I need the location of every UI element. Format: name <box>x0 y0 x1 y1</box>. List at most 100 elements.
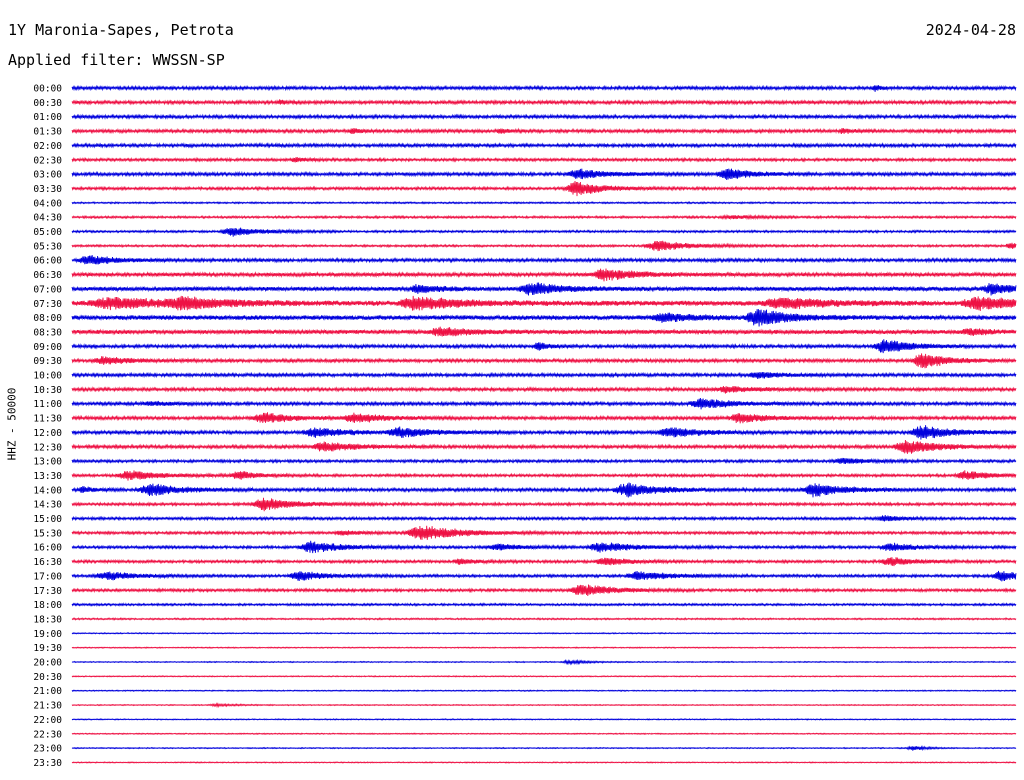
row-time-label: 17:00 <box>33 571 62 582</box>
row-time-label: 09:30 <box>33 356 62 367</box>
trace-row-1130 <box>71 412 1017 424</box>
row-time-label: 23:00 <box>33 744 62 755</box>
row-time-label: 08:00 <box>33 313 62 324</box>
row-time-label: 18:00 <box>33 600 62 611</box>
filter-label: Applied filter: WWSSN-SP <box>8 51 225 69</box>
row-time-label: 19:00 <box>33 629 62 640</box>
trace-row-0830 <box>71 326 1017 337</box>
trace-row-0930 <box>71 353 1017 369</box>
trace-row-0000 <box>71 84 1017 92</box>
trace-row-0800 <box>71 309 1017 327</box>
row-time-label: 05:00 <box>33 227 62 238</box>
trace-row-0630 <box>71 268 1017 282</box>
row-time-label: 02:30 <box>33 155 62 166</box>
row-time-label: 10:00 <box>33 371 62 382</box>
trace-row-1600 <box>71 540 1017 554</box>
row-time-label: 18:30 <box>33 614 62 625</box>
row-time-label: 11:30 <box>33 414 62 425</box>
trace-row-2030 <box>71 675 1017 678</box>
trace-row-1430 <box>71 497 1017 512</box>
row-time-label: 01:00 <box>33 112 62 123</box>
row-time-label: 19:30 <box>33 643 62 654</box>
trace-row-1230 <box>71 439 1017 454</box>
trace-row-2000 <box>71 658 1017 666</box>
trace-row-0600 <box>71 255 1017 265</box>
row-time-label: 09:00 <box>33 342 62 353</box>
row-time-label: 12:30 <box>33 442 62 453</box>
row-time-label: 01:30 <box>33 127 62 138</box>
row-time-label: 07:00 <box>33 284 62 295</box>
trace-row-1330 <box>71 470 1017 481</box>
date-label: 2024-04-28 <box>925 21 1016 39</box>
trace-row-0100 <box>71 113 1017 120</box>
trace-row-0400 <box>71 201 1017 205</box>
trace-row-1830 <box>71 617 1017 621</box>
station-title: 1Y Maronia-Sapes, Petrota <box>8 21 234 39</box>
row-time-label: 00:30 <box>33 98 62 109</box>
row-time-label: 06:00 <box>33 256 62 267</box>
trace-row-0200 <box>71 142 1017 149</box>
trace-row-1730 <box>71 584 1017 597</box>
trace-row-1000 <box>71 371 1017 380</box>
trace-row-1530 <box>71 525 1017 540</box>
row-time-label: 13:00 <box>33 457 62 468</box>
row-time-label: 00:00 <box>33 84 62 95</box>
row-time-label: 12:00 <box>33 428 62 439</box>
trace-row-0530 <box>71 240 1017 252</box>
row-time-label: 21:30 <box>33 701 62 712</box>
row-time-label: 13:30 <box>33 471 62 482</box>
row-time-label: 04:00 <box>33 198 62 209</box>
trace-row-1400 <box>71 482 1017 498</box>
row-time-label: 03:30 <box>33 184 62 195</box>
row-time-label: 06:30 <box>33 270 62 281</box>
trace-row-0730 <box>71 295 1017 312</box>
row-time-label: 21:00 <box>33 686 62 697</box>
row-time-label: 23:30 <box>33 758 62 769</box>
row-time-label: 14:00 <box>33 485 62 496</box>
trace-row-1200 <box>71 425 1017 440</box>
trace-row-0700 <box>71 282 1017 296</box>
row-time-label: 16:00 <box>33 543 62 554</box>
trace-row-0130 <box>71 127 1017 135</box>
row-time-label: 17:30 <box>33 586 62 597</box>
trace-row-1500 <box>71 514 1017 522</box>
trace-row-0230 <box>71 156 1017 163</box>
trace-row-2130 <box>71 702 1017 709</box>
row-time-label: 02:00 <box>33 141 62 152</box>
trace-row-1900 <box>71 632 1017 635</box>
trace-row-1700 <box>71 570 1017 582</box>
row-time-label: 08:30 <box>33 327 62 338</box>
trace-row-0300 <box>71 168 1017 181</box>
row-time-label: 11:00 <box>33 399 62 410</box>
trace-row-2330 <box>71 761 1017 764</box>
trace-row-2230 <box>71 732 1017 735</box>
trace-row-0330 <box>71 180 1017 197</box>
row-time-label: 10:30 <box>33 385 62 396</box>
row-time-label: 05:30 <box>33 241 62 252</box>
trace-row-0030 <box>71 99 1017 106</box>
trace-row-2200 <box>71 718 1017 721</box>
row-time-label: 15:00 <box>33 514 62 525</box>
row-time-label: 03:00 <box>33 170 62 181</box>
trace-row-2300 <box>71 745 1017 752</box>
trace-row-2100 <box>71 689 1017 693</box>
row-time-label: 16:30 <box>33 557 62 568</box>
trace-row-0500 <box>71 227 1017 237</box>
trace-row-1930 <box>71 646 1017 649</box>
row-time-label: 14:30 <box>33 500 62 511</box>
trace-row-1800 <box>71 602 1017 607</box>
trace-row-0430 <box>71 214 1017 221</box>
trace-row-1030 <box>71 386 1017 394</box>
row-time-label: 15:30 <box>33 528 62 539</box>
row-time-label: 20:00 <box>33 658 62 669</box>
trace-row-1300 <box>71 457 1017 465</box>
trace-row-1630 <box>71 557 1017 567</box>
row-time-label: 07:30 <box>33 299 62 310</box>
trace-row-1100 <box>71 397 1017 410</box>
row-time-label: 20:30 <box>33 672 62 683</box>
row-time-label: 22:30 <box>33 729 62 740</box>
row-time-label: 04:30 <box>33 213 62 224</box>
trace-row-0900 <box>71 339 1017 354</box>
